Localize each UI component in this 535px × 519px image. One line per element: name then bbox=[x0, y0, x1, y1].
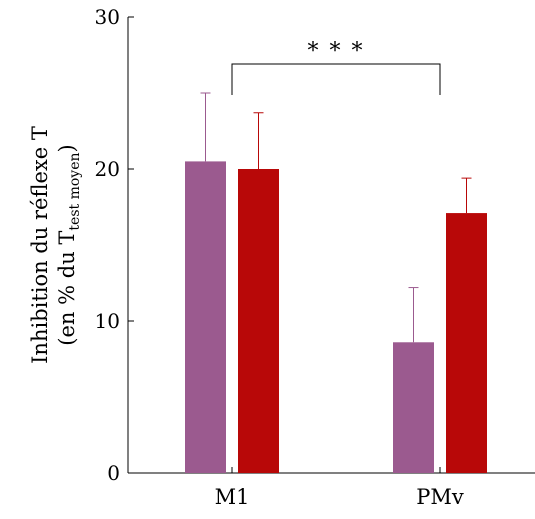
y-axis-label-line2: (en % du Ttest moyen) bbox=[55, 144, 83, 345]
y-axis-label: Inhibition du réflexe T (en % du Ttest m… bbox=[28, 126, 83, 364]
y-axis-label-subscript: test moyen bbox=[67, 153, 83, 231]
x-tick-label-m1: M1 bbox=[215, 485, 250, 509]
y-tick-label-0: 0 bbox=[107, 461, 120, 485]
bar-pmv-series-2 bbox=[446, 213, 487, 473]
y-axis-label-suffix: ) bbox=[55, 144, 79, 152]
error-bars bbox=[200, 92, 472, 343]
y-tick-label-2: 20 bbox=[95, 157, 120, 181]
bar-m1-series-2 bbox=[238, 169, 279, 473]
bars bbox=[185, 161, 487, 473]
y-axis-label-line1: Inhibition du réflexe T bbox=[28, 126, 52, 364]
y-tick-label-1: 10 bbox=[95, 309, 120, 333]
significance-label: * * * bbox=[308, 39, 365, 64]
y-ticks: 0 10 20 30 bbox=[95, 5, 134, 485]
y-tick-label-3: 30 bbox=[95, 5, 120, 29]
x-tick-label-pmv: PMv bbox=[416, 485, 464, 509]
significance-bracket: * * * bbox=[231, 39, 441, 95]
bracket-line bbox=[231, 63, 441, 95]
y-axis-label-prefix: (en % du T bbox=[55, 231, 79, 346]
bar-m1-series-1 bbox=[185, 161, 226, 473]
bar-pmv-series-1 bbox=[393, 342, 434, 473]
x-tick-labels: M1 PMv bbox=[215, 467, 464, 509]
